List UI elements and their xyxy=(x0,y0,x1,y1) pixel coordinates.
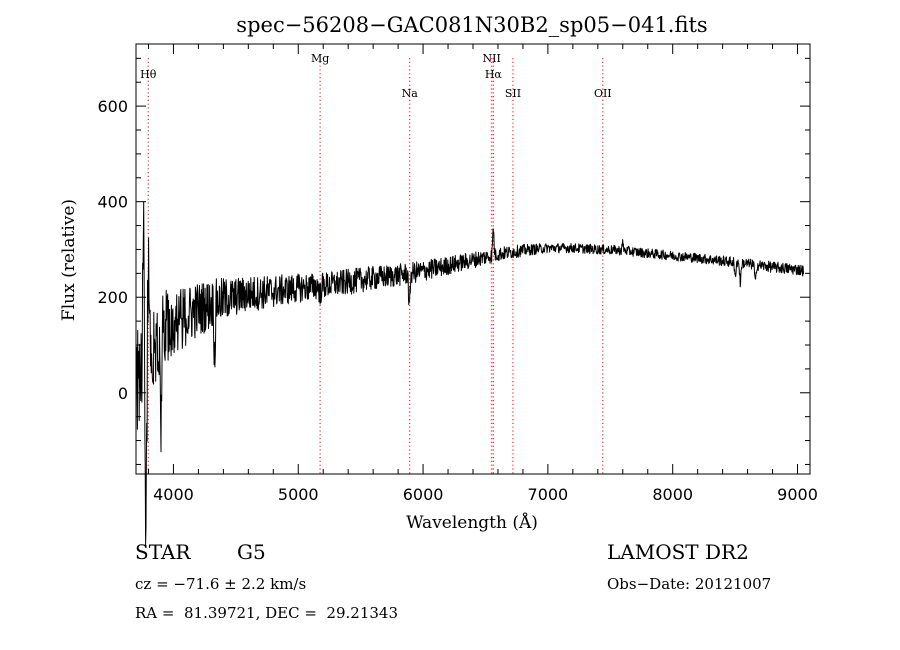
line-label-3: NII xyxy=(483,52,501,65)
survey-name: LAMOST DR2 xyxy=(607,540,749,564)
line-label-5: SII xyxy=(505,87,521,100)
spectrum-line xyxy=(136,201,804,546)
y-tick-label: 400 xyxy=(97,193,128,212)
spectrum-series xyxy=(136,201,804,546)
axes: 4000 5000 6000 7000 8000 9000 0 200 400 600 xyxy=(97,43,818,504)
y-tick-label: 0 xyxy=(118,384,128,403)
object-subclass: G5 xyxy=(237,540,266,564)
line-label-2: Na xyxy=(402,87,419,100)
line-label-0: Hθ xyxy=(140,68,157,81)
line-label-1: Mg xyxy=(311,52,329,65)
line-label-6: OII xyxy=(594,87,612,100)
x-axis-label: Wavelength (Å) xyxy=(406,512,538,533)
y-tick-label: 200 xyxy=(97,288,128,307)
observation-date: Obs−Date: 20121007 xyxy=(607,575,772,593)
x-tick-label: 7000 xyxy=(528,485,569,504)
y-tick-label: 600 xyxy=(97,97,128,116)
coordinates: RA = 81.39721, DEC = 29.21343 xyxy=(135,604,399,622)
x-tick-label: 6000 xyxy=(403,485,444,504)
x-tick-label: 5000 xyxy=(278,485,319,504)
y-axis-label: Flux (relative) xyxy=(59,199,79,321)
object-class: STAR xyxy=(135,540,191,564)
x-tick-label: 9000 xyxy=(777,485,818,504)
x-tick-label: 4000 xyxy=(153,485,194,504)
line-label-4: Hα xyxy=(485,68,503,81)
redshift-value: cz = −71.6 ± 2.2 km/s xyxy=(135,575,307,593)
chart-title: spec−56208−GAC081N30B2_sp05−041.fits xyxy=(236,13,707,37)
x-tick-label: 8000 xyxy=(652,485,693,504)
